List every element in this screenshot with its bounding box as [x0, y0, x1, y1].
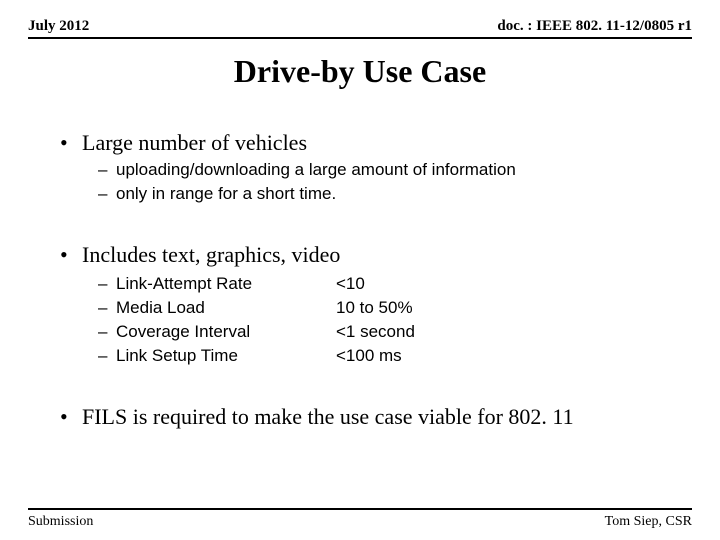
metric-value: 10 to 50% [336, 298, 413, 318]
header-rule [28, 37, 692, 39]
metric-row: – Media Load 10 to 50% [98, 298, 692, 318]
dash-icon: – [98, 298, 116, 318]
metric-label: Media Load [116, 298, 336, 318]
header: July 2012 doc. : IEEE 802. 11-12/0805 r1 [28, 18, 692, 35]
footer: Submission Tom Siep, CSR [28, 514, 692, 530]
footer-left: Submission [28, 514, 93, 530]
bullet-fils: FILS is required to make the use case vi… [60, 404, 692, 430]
subbullet-range: only in range for a short time. [98, 184, 692, 204]
slide: July 2012 doc. : IEEE 802. 11-12/0805 r1… [0, 0, 720, 540]
subbullet-upload: uploading/downloading a large amount of … [98, 160, 692, 180]
header-date: July 2012 [28, 18, 89, 35]
metric-value: <100 ms [336, 346, 402, 366]
metric-row: – Link Setup Time <100 ms [98, 346, 692, 366]
header-doc: doc. : IEEE 802. 11-12/0805 r1 [497, 18, 692, 35]
dash-icon: – [98, 274, 116, 294]
page-title: Drive-by Use Case [28, 53, 692, 90]
body: Large number of vehicles uploading/downl… [28, 130, 692, 430]
metric-row: – Coverage Interval <1 second [98, 322, 692, 342]
metric-row: – Link-Attempt Rate <10 [98, 274, 692, 294]
metrics-list: – Link-Attempt Rate <10 – Media Load 10 … [28, 274, 692, 366]
metric-value: <10 [336, 274, 365, 294]
metric-label: Link-Attempt Rate [116, 274, 336, 294]
metric-label: Link Setup Time [116, 346, 336, 366]
metric-label: Coverage Interval [116, 322, 336, 342]
footer-right: Tom Siep, CSR [605, 514, 692, 530]
bullet-vehicles: Large number of vehicles [60, 130, 692, 156]
footer-rule [28, 508, 692, 510]
bullet-media: Includes text, graphics, video [60, 242, 692, 268]
dash-icon: – [98, 346, 116, 366]
dash-icon: – [98, 322, 116, 342]
metric-value: <1 second [336, 322, 415, 342]
